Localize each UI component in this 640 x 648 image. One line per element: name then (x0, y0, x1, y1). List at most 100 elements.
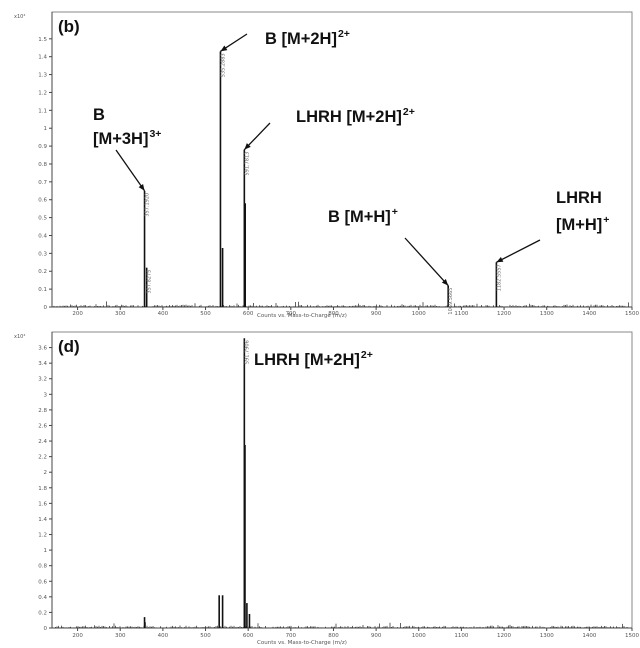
y-tick-label: 2 (44, 470, 48, 476)
y-tick-label: 1.4 (38, 517, 47, 523)
peak-mz-label: 591.7813 (244, 152, 250, 176)
arrow-head (244, 143, 251, 150)
y-tick-label: 0.8 (38, 564, 47, 570)
peak-annotation-charge: + (603, 214, 609, 226)
peak-annotation-charge: 3+ (149, 128, 161, 140)
peak-annotation-text: LHRH [M+2H] (254, 351, 360, 369)
y-tick-label: 1.1 (38, 108, 47, 114)
y-tick-label: 2.8 (38, 408, 47, 414)
y-tick-label: 1.5 (38, 37, 47, 43)
y-tick-label: 1.2 (38, 90, 47, 96)
annotation-arrow (496, 239, 541, 263)
spectrum-panel-1: x10⁴ 0 0.1 0.2 0.3 0.4 0.5 0.6 0.7 0.8 0.9 1 1.1 1.2 1… (14, 11, 639, 319)
peak-mz-label: 535.2883 (220, 53, 226, 77)
x-tick-label: 600 (243, 311, 254, 317)
y-tick-label: 1.8 (38, 486, 47, 492)
x-tick-label: 1100 (454, 311, 468, 317)
peak-annotation-text: [M+3H] (93, 130, 148, 148)
y-tick-label: 0.4 (38, 233, 47, 239)
x-tick-label: 700 (286, 311, 297, 317)
peak-mz-label: 1182.5557 (496, 264, 502, 291)
y-tick-label: 3 (44, 392, 48, 398)
x-tick-label: 1300 (540, 633, 554, 639)
arrow-head (496, 256, 504, 263)
y-tick-label: 0.2 (38, 269, 47, 275)
y-tick-label: 0.2 (38, 610, 47, 616)
x-tick-label: 400 (158, 633, 169, 639)
arrow-head (220, 45, 228, 52)
baseline-noise (53, 301, 629, 307)
y-tick-label: 2.4 (38, 439, 47, 445)
arrow-head (441, 278, 449, 286)
y-tick-label: 0.4 (38, 595, 47, 601)
x-tick-label: 600 (243, 633, 254, 639)
x-tick-label: 500 (200, 311, 211, 317)
peak-annotation-charge: + (392, 206, 398, 218)
peak-annotation-charge: 2+ (361, 349, 373, 361)
peak-mz-label: 357.8275 (147, 270, 153, 294)
y-tick-label: 3.2 (38, 377, 47, 383)
x-tick-label: 900 (371, 311, 382, 317)
x-tick-label: 1100 (454, 633, 468, 639)
plot-frame (51, 331, 633, 629)
y-tick-label: 1 (44, 548, 48, 554)
y-tick-label: 0.8 (38, 162, 47, 168)
x-tick-label: 1500 (625, 633, 639, 639)
x-tick-label: 300 (115, 633, 126, 639)
x-tick-label: 800 (328, 311, 339, 317)
x-tick-label: 800 (328, 633, 339, 639)
y-tick-label: 0.5 (38, 216, 47, 222)
y-tick-label: 0.9 (38, 144, 47, 150)
x-tick-label: 1000 (412, 311, 426, 317)
x-tick-label: 1400 (582, 311, 596, 317)
x-tick-label: 200 (72, 633, 83, 639)
x-tick-label: 200 (72, 311, 83, 317)
peak-annotation-charge: 2+ (338, 28, 350, 40)
x-tick-label: 1300 (540, 311, 554, 317)
x-axis-title: Counts vs. Mass-to-Charge (m/z) (257, 313, 347, 319)
baseline-noise (55, 622, 629, 628)
peak-annotation-text: LHRH [M+2H] (296, 108, 402, 126)
y-tick-label: 0.7 (38, 180, 47, 186)
y-tick-label: 3.6 (38, 346, 47, 352)
panel-label: (b) (58, 17, 80, 36)
peak-annotation-text: B [M+H] (328, 208, 391, 226)
x-tick-label: 1200 (497, 311, 511, 317)
x-tick-label: 1400 (582, 633, 596, 639)
peak-annotation-text: [M+H] (556, 216, 602, 234)
y-tick-label: 3.4 (38, 361, 47, 367)
annotation-arrow (404, 237, 449, 286)
arrow-head (138, 183, 145, 191)
panel-label: (d) (58, 337, 80, 356)
y-tick-label: 2.6 (38, 423, 47, 429)
annotation-arrow (115, 149, 146, 192)
peak-annotation-text: B [M+2H] (265, 30, 337, 48)
x-tick-label: 500 (200, 633, 211, 639)
peak-mz-label: 1069.5665 (448, 288, 454, 315)
y-tick-label: 0 (44, 626, 48, 632)
y-tick-label: 0.3 (38, 251, 47, 257)
y-scale-note: x10⁴ (14, 14, 25, 20)
x-tick-label: 400 (158, 311, 169, 317)
x-tick-label: 1000 (412, 633, 426, 639)
peak-mz-label: 591.7906 (244, 340, 250, 364)
peak-annotation-text: LHRH (556, 189, 602, 207)
y-tick-label: 0.6 (38, 198, 47, 204)
plot-frame (51, 11, 633, 308)
y-tick-label: 1.4 (38, 55, 47, 61)
peak-annotation-charge: 2+ (403, 106, 415, 118)
y-tick-label: 1.6 (38, 501, 47, 507)
x-tick-label: 1500 (625, 311, 639, 317)
spectrum-panel-2: x10⁴ 0 0.2 0.4 0.6 0.8 1 1.2 1.4 1.6 1.8 2 2.2 2.4 2.6… (14, 331, 639, 646)
y-tick-label: 0.6 (38, 579, 47, 585)
y-tick-label: 0.1 (38, 287, 47, 293)
peak-annotation-text: B (93, 106, 105, 124)
y-scale-note: x10⁴ (14, 334, 25, 340)
x-tick-label: 900 (371, 633, 382, 639)
x-tick-label: 700 (286, 633, 297, 639)
y-tick-label: 1 (44, 126, 48, 132)
y-tick-label: 2.2 (38, 455, 47, 461)
x-tick-label: 1200 (497, 633, 511, 639)
x-tick-label: 300 (115, 311, 126, 317)
